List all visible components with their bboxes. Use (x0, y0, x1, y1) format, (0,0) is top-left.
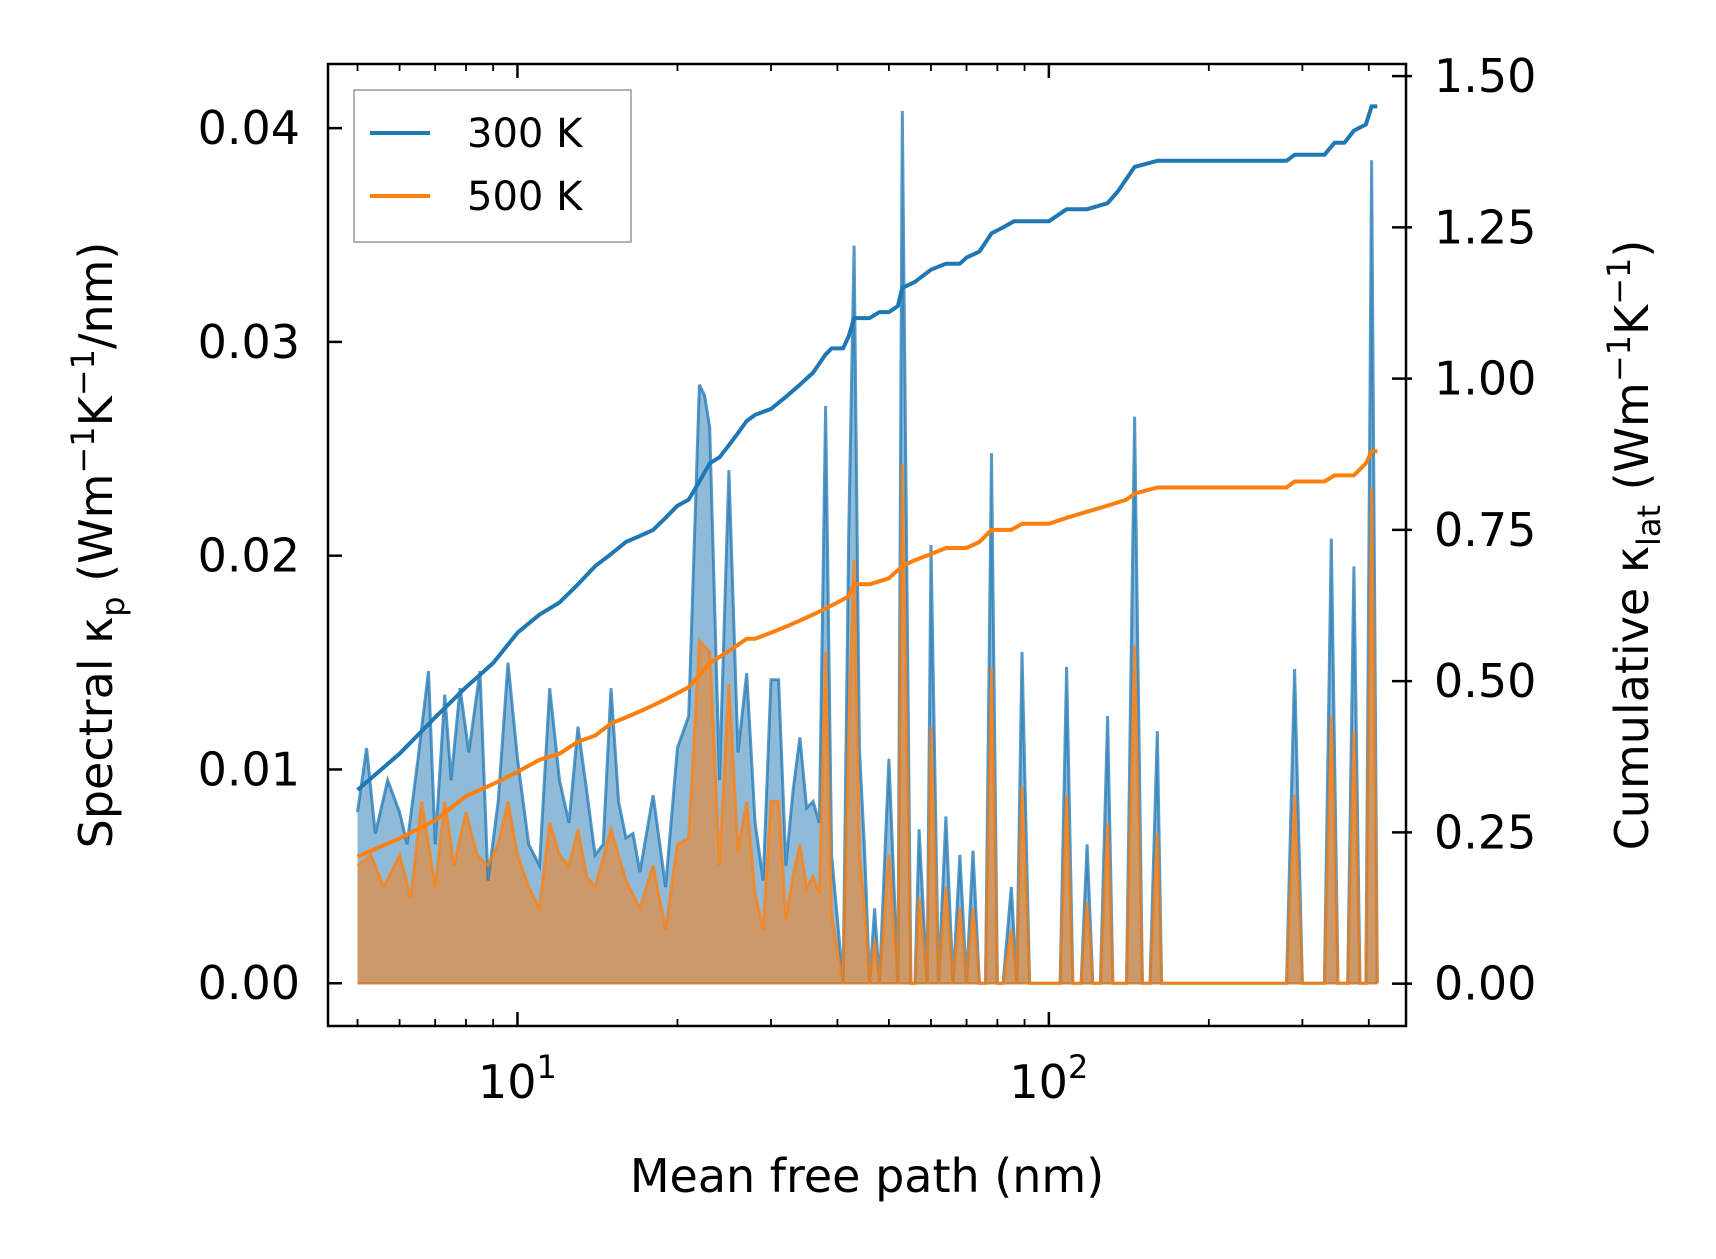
x-axis-ticks: 101 102 (356, 64, 1370, 1109)
legend-label-500k: 500 K (467, 174, 584, 220)
spectral-fill-300k (357, 111, 1378, 984)
left-y-tick-label: 0.00 (198, 956, 300, 1010)
cumulative-lines (356, 104, 1378, 859)
right-y-tick-label: 1.25 (1434, 200, 1536, 254)
right-y-tick-label: 1.50 (1434, 49, 1536, 103)
left-y-tick-label: 0.03 (198, 315, 300, 369)
right-y-tick-label: 0.50 (1434, 654, 1536, 708)
right-y-axis-ticks: 0.00 0.25 0.50 0.75 1.00 1.25 1.50 (1392, 49, 1536, 1011)
cumulative-line-500k (356, 449, 1378, 859)
spectral-lines (356, 110, 1379, 985)
legend-box (353, 89, 632, 243)
spectral-fills (357, 111, 1378, 984)
x-tick-label: 102 (1009, 1048, 1088, 1109)
right-y-tick-label: 0.00 (1434, 957, 1536, 1011)
right-y-tick-label: 0.75 (1434, 503, 1536, 557)
legend: 300 K 500 K (353, 89, 632, 243)
x-axis-label: Mean free path (nm) (630, 1149, 1104, 1203)
left-y-axis-ticks: 0.00 0.01 0.02 0.03 0.04 (198, 101, 342, 1010)
right-y-axis-label: Cumulative κlat (Wm−1K−1) (1600, 240, 1668, 851)
right-y-tick-label: 1.00 (1434, 352, 1536, 406)
left-y-tick-label: 0.01 (198, 742, 300, 796)
legend-label-300k: 300 K (467, 111, 584, 157)
right-y-tick-label: 0.25 (1434, 805, 1536, 859)
x-tick-label: 101 (478, 1048, 557, 1109)
left-y-axis-label: Spectral κp (Wm−1K−1/nm) (64, 242, 132, 849)
cumulative-line-300k (356, 104, 1378, 792)
plot-frame (326, 62, 1408, 1028)
left-y-tick-label: 0.02 (198, 529, 300, 583)
left-y-tick-label: 0.04 (198, 101, 300, 155)
spectral-fill-500k (357, 463, 1378, 984)
